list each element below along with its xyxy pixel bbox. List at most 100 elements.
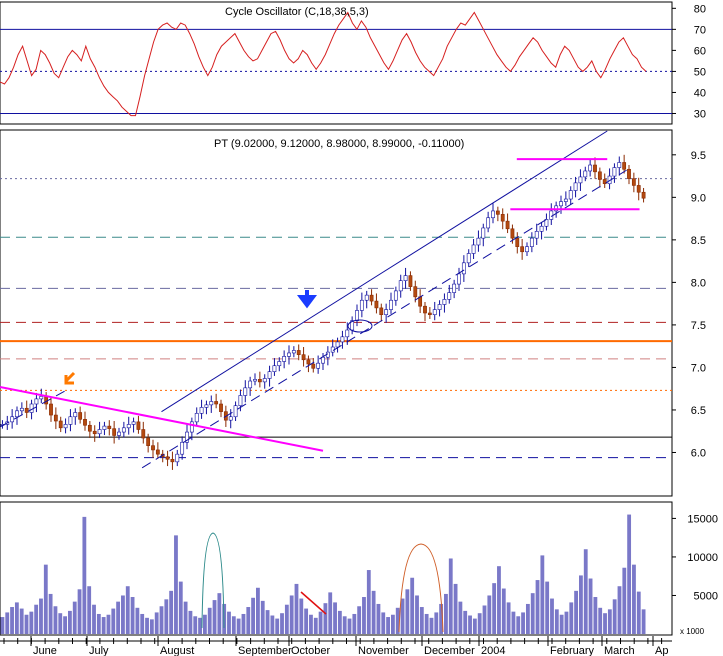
price-bar-body — [185, 431, 189, 443]
volume-bar — [260, 600, 265, 634]
volume-bar — [39, 598, 43, 634]
price-bar-body — [525, 246, 529, 253]
price-bar-body — [593, 164, 597, 173]
oscillator-y-tick-label: 60 — [694, 45, 706, 57]
x-axis-label: July — [89, 645, 109, 656]
price-bar-body — [559, 201, 563, 207]
price-bar-body — [641, 191, 646, 199]
price-bar-body — [491, 210, 495, 219]
price-bar-body — [355, 310, 359, 321]
volume-bar — [535, 580, 540, 634]
price-bar-body — [612, 167, 617, 177]
volume-bar — [116, 601, 121, 634]
volume-bar — [24, 614, 29, 634]
price-bar-body — [466, 253, 471, 264]
volume-bar — [468, 615, 472, 634]
price-bar-body — [486, 217, 491, 229]
volume-bar — [439, 603, 444, 634]
volume-bar — [256, 587, 260, 634]
volume-bar — [415, 595, 419, 634]
volume-bar — [251, 597, 256, 634]
price-bar-body — [627, 168, 631, 179]
price-bar-body — [58, 420, 63, 429]
volume-bar — [121, 595, 125, 634]
volume-bar — [574, 590, 579, 634]
price-bar-body — [369, 294, 374, 302]
volume-bar — [617, 586, 622, 634]
price-bar-body — [617, 162, 622, 168]
price-bar-body — [233, 405, 238, 418]
volume-bar — [342, 616, 347, 634]
volume-bar — [487, 595, 492, 634]
price-bar-body — [209, 401, 214, 406]
trendline-channel-bottom — [141, 169, 627, 469]
price-bar-body — [262, 378, 267, 383]
price-bar-body — [53, 414, 58, 422]
price-bar-body — [287, 352, 291, 357]
volume-bar — [236, 618, 241, 634]
oscillator-panel-frame — [0, 1, 673, 125]
price-bar-body — [384, 309, 389, 316]
oscillator-line — [0, 11, 647, 117]
volume-bar — [29, 611, 34, 634]
volume-bar — [612, 599, 617, 634]
volume-bar — [569, 602, 574, 634]
volume-bar — [497, 566, 501, 634]
volume-bar — [419, 607, 424, 634]
volume-bar — [525, 603, 530, 634]
volume-bar — [434, 612, 439, 634]
volume-bar — [405, 589, 410, 634]
volume-bar — [554, 609, 559, 634]
price-bar-body — [520, 246, 525, 253]
price-y-tick-label: 8.0 — [691, 277, 706, 289]
price-bar-body — [398, 280, 403, 292]
price-bar-body — [141, 429, 146, 439]
volume-bar — [641, 609, 646, 634]
price-bar-body — [19, 407, 24, 412]
volume-bar — [92, 604, 96, 634]
volume-y-tick-label: 10000 — [687, 552, 718, 564]
price-bar-body — [505, 220, 510, 230]
volume-bar — [366, 570, 371, 634]
volume-bar — [207, 607, 212, 634]
price-bar-body — [510, 228, 515, 239]
price-y-tick-label: 6.5 — [691, 405, 706, 417]
volume-bar — [193, 616, 198, 634]
volume-bar — [323, 603, 328, 634]
oscillator-y-tick-label: 30 — [694, 108, 706, 120]
price-bar-body — [427, 312, 432, 316]
volume-bar — [627, 514, 632, 634]
volume-bar — [318, 611, 323, 634]
price-bar-body — [321, 356, 325, 364]
price-bar-body — [189, 421, 194, 433]
volume-bar — [501, 588, 506, 634]
price-bar-body — [578, 176, 583, 184]
volume-bar — [444, 593, 448, 634]
price-bar-body — [204, 404, 209, 408]
price-bar-body — [214, 401, 219, 405]
price-bar-body — [102, 425, 107, 430]
volume-bar — [603, 613, 607, 634]
volume-panel-frame — [0, 501, 673, 636]
volume-bar — [448, 558, 453, 634]
price-bar-body — [340, 336, 345, 343]
price-bar-body — [117, 431, 121, 436]
volume-bar — [101, 617, 106, 634]
price-y-tick-label: 6.0 — [691, 447, 706, 459]
annotations — [64, 290, 444, 633]
volume-bar — [169, 590, 174, 634]
price-bar-body — [568, 190, 573, 200]
volume-bar — [333, 602, 337, 634]
price-bar-body — [622, 162, 627, 170]
volume-bar — [463, 610, 468, 634]
price-bar-body — [583, 170, 588, 178]
volume-y-tick-label: 5000 — [694, 590, 718, 602]
price-bar-body — [374, 300, 379, 309]
price-bar-body — [194, 413, 199, 423]
price-bar-body — [602, 179, 607, 185]
volume-bar — [521, 612, 525, 634]
price-bar-body — [457, 273, 461, 285]
volume-bar — [482, 605, 487, 634]
price-bar-body — [257, 379, 262, 383]
